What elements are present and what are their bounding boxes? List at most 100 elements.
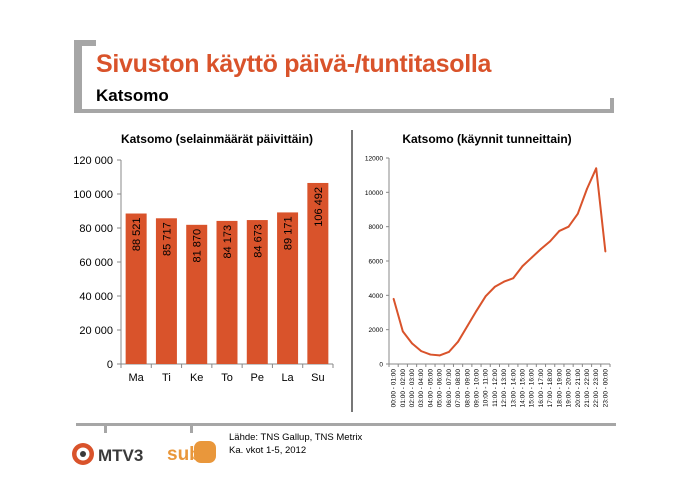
line-x-tick-label: 05:00 - 06:00 — [437, 369, 444, 408]
bar-y-tick-label: 40 000 — [79, 291, 113, 303]
bar-x-tick-label: La — [281, 372, 294, 384]
line-point — [503, 280, 506, 283]
line-point — [475, 309, 478, 312]
footer-tick-left — [104, 423, 107, 433]
bar-y-tick-label: 0 — [107, 359, 113, 371]
line-point — [447, 351, 450, 353]
line-x-tick-label: 02:00 - 03:00 — [409, 369, 416, 408]
line-x-tick-label: 13:00 - 14:00 — [510, 369, 517, 408]
bar-y-tick-label: 60 000 — [79, 257, 113, 269]
bar — [307, 182, 329, 364]
mtv3-logo: MTV3 — [72, 443, 143, 465]
bar-data-label: 88 521 — [131, 218, 143, 252]
line-x-tick-label: 23:00 - 00:00 — [602, 369, 609, 408]
line-x-tick-label: 22:00 - 23:00 — [593, 369, 600, 408]
bar-data-label: 85 717 — [161, 222, 173, 256]
line-x-tick-label: 21:00 - 22:00 — [584, 369, 591, 408]
line-point — [521, 265, 524, 268]
line-y-tick-label: 10000 — [365, 190, 383, 197]
source-line-1: Lähde: TNS Gallup, TNS Metrix — [229, 432, 363, 443]
header-tick-right — [610, 98, 614, 113]
source-line-2: Ka. vkot 1-5, 2012 — [229, 445, 307, 456]
line-point — [512, 277, 515, 280]
bar-x-tick-label: To — [221, 372, 233, 384]
line-y-tick-label: 6000 — [369, 259, 384, 266]
bar-data-label: 89 171 — [283, 216, 295, 250]
bar-y-tick-label: 120 000 — [73, 155, 113, 167]
bar — [125, 213, 147, 364]
page-subtitle: Katsomo — [96, 86, 169, 105]
header-underline — [74, 109, 614, 113]
line-x-tick-label: 14:00 - 15:00 — [520, 369, 527, 408]
line-x-tick-label: 19:00 - 20:00 — [566, 369, 573, 408]
line-point — [420, 350, 423, 353]
bar — [277, 212, 299, 364]
line-point — [484, 295, 487, 298]
bar-data-label: 84 673 — [252, 224, 264, 258]
line-point — [401, 330, 404, 333]
line-x-tick-label: 06:00 - 07:00 — [446, 369, 453, 408]
line-x-tick-label: 11:00 - 12:00 — [492, 369, 499, 407]
bar-x-tick-label: Su — [311, 372, 324, 384]
bar — [186, 224, 208, 364]
line-point — [466, 325, 469, 328]
line-x-tick-label: 09:00 - 10:00 — [473, 369, 480, 408]
bar-x-tick-label: Ma — [129, 372, 145, 384]
line-x-tick-label: 04:00 - 05:00 — [427, 369, 434, 408]
bar-chart: Katsomo (selainmäärät päivittäin) 0 20 00… — [73, 132, 334, 384]
line-x-tick-label: 00:00 - 01:00 — [391, 369, 398, 408]
line-y-tick-label: 2000 — [369, 327, 384, 334]
line-point — [558, 230, 561, 232]
line-point — [530, 256, 533, 259]
line-chart: Katsomo (käynnit tunneittain) 0 2000 4000 6… — [365, 132, 611, 408]
line-x-tick-label: 03:00 - 04:00 — [418, 369, 425, 408]
line-point — [540, 248, 542, 250]
source-note: Lähde: TNS Gallup, TNS Metrix Ka. vkot 1… — [229, 431, 362, 457]
line-x-tick-label: 15:00 - 16:00 — [529, 369, 536, 408]
sub-logo-text: sub — [167, 444, 201, 465]
line-point — [438, 354, 441, 357]
bar — [155, 218, 177, 364]
line-y-tick-label: 0 — [379, 362, 383, 369]
footer-line — [76, 423, 616, 426]
bar-data-label: 81 870 — [192, 229, 204, 263]
line-point — [411, 342, 413, 345]
line-x-tick-label: 01:00 - 02:00 — [400, 369, 407, 408]
line-point — [549, 240, 552, 243]
line-point — [457, 340, 459, 343]
line-chart-title: Katsomo (käynnit tunneittain) — [402, 132, 571, 146]
line-point — [595, 167, 598, 170]
page-title: Sivuston käyttö päivä-/tuntitasolla — [96, 50, 492, 78]
line-point — [567, 225, 570, 228]
line-series — [392, 167, 607, 357]
line-point — [576, 212, 579, 215]
line-x-tick-label: 10:00 - 11:00 — [483, 369, 490, 407]
bar — [216, 220, 238, 364]
bar-y-tick-label: 20 000 — [79, 325, 113, 337]
bar-x-tick-label: Ti — [162, 372, 171, 384]
line-point — [586, 188, 588, 190]
line-x-tick-label: 07:00 - 08:00 — [455, 369, 462, 408]
line-x-tick-label: 16:00 - 17:00 — [538, 369, 545, 408]
line-x-tick-label: 20:00 - 21:00 — [575, 369, 582, 408]
line-x-tick-label: 12:00 - 13:00 — [501, 369, 508, 408]
line-y-tick-label: 8000 — [369, 224, 384, 231]
bar-data-label: 106 492 — [313, 187, 325, 227]
bar-x-tick-label: Ke — [190, 372, 203, 384]
bar — [246, 220, 268, 364]
bar-data-label: 84 173 — [222, 225, 234, 259]
line-point — [493, 285, 496, 288]
bar-x-tick-label: Pe — [251, 372, 264, 384]
line-x-tick-label: 18:00 - 19:00 — [556, 369, 563, 408]
header-bracket-top — [74, 40, 96, 46]
sub-logo: sub — [167, 441, 216, 465]
line-x-tick-label: 17:00 - 18:00 — [547, 369, 554, 408]
bar-y-tick-label: 80 000 — [79, 223, 113, 235]
line-x-tick-label: 08:00 - 09:00 — [464, 369, 471, 408]
header-bracket-vertical — [74, 40, 82, 113]
line-y-tick-label: 12000 — [365, 156, 383, 163]
line-point — [429, 353, 432, 356]
bar-chart-title: Katsomo (selainmäärät päivittäin) — [121, 132, 313, 146]
bar-y-tick-label: 100 000 — [73, 189, 113, 201]
